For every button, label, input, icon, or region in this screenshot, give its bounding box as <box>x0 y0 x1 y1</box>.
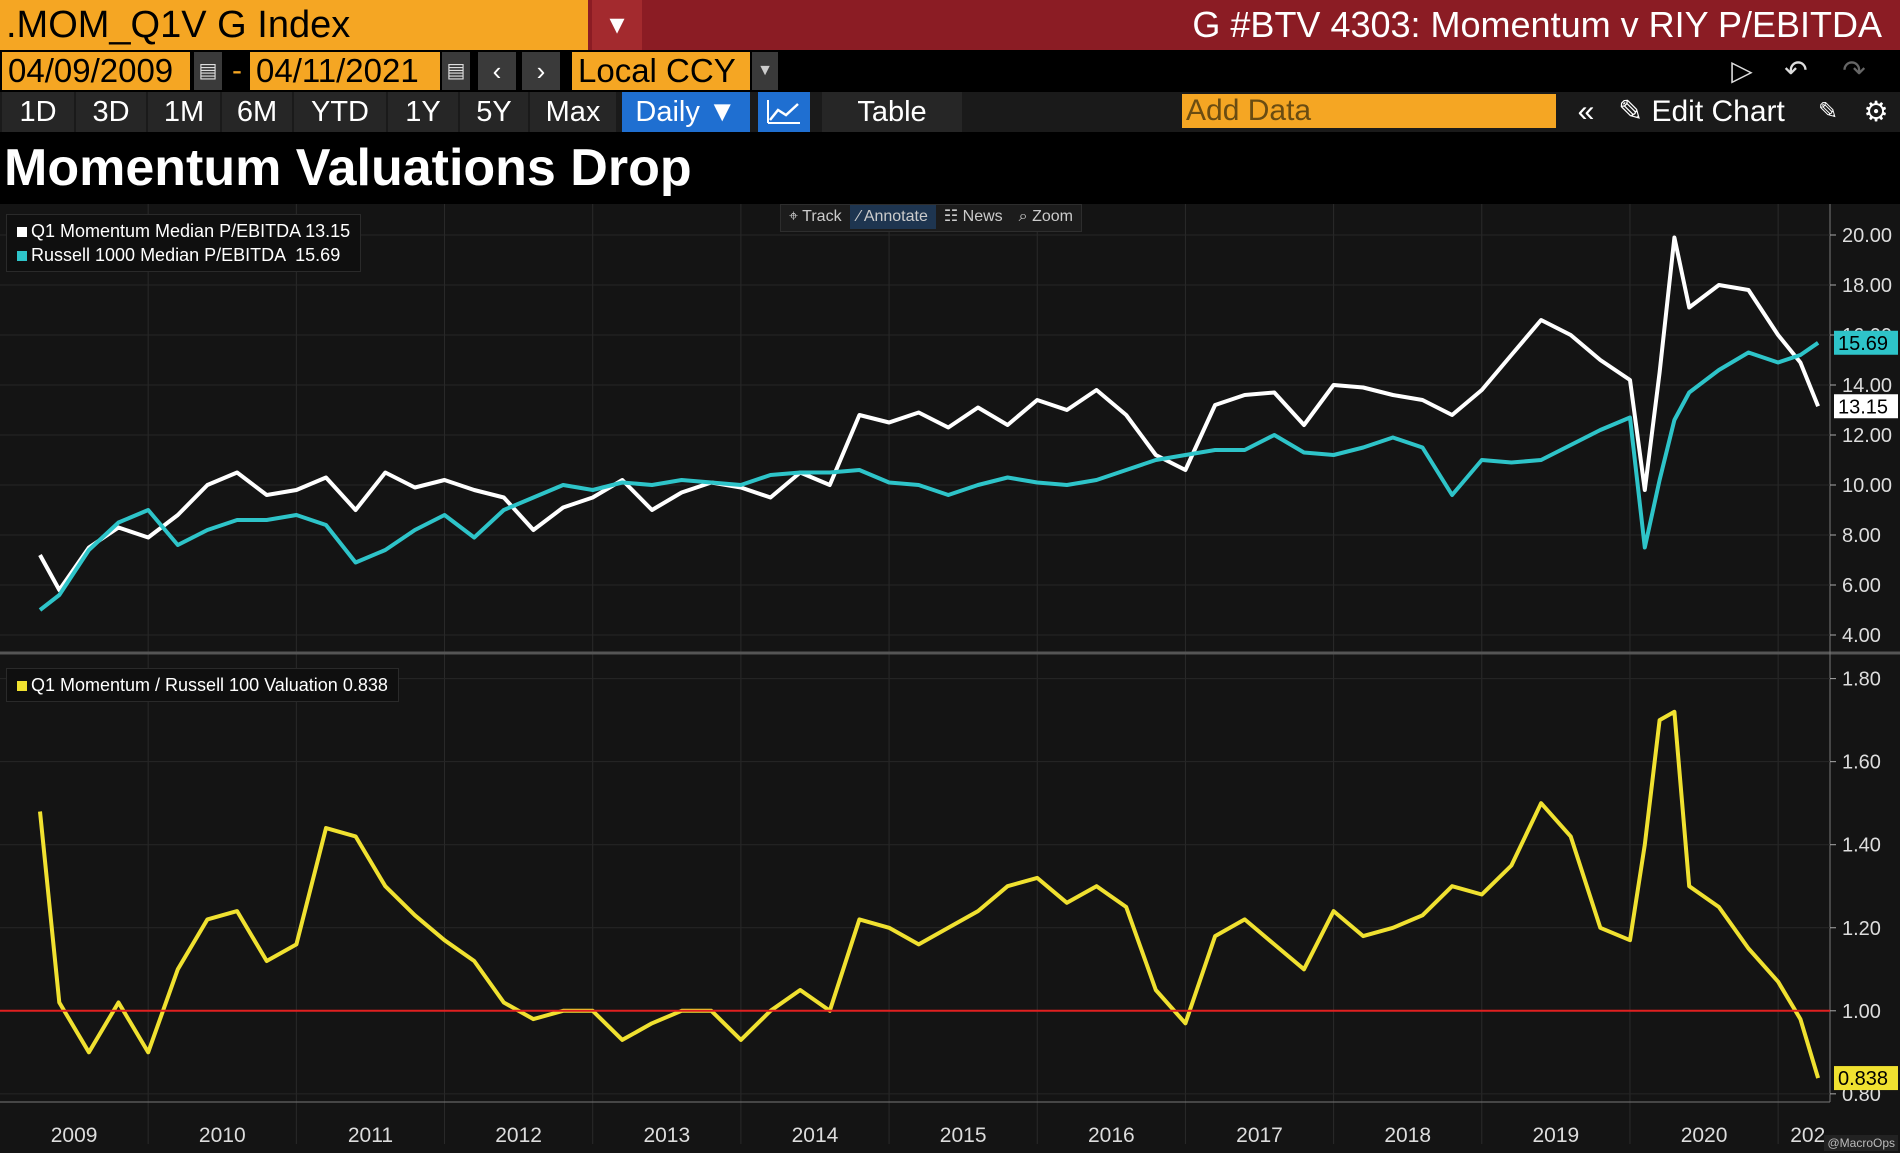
range-5y-button[interactable]: 5Y <box>460 92 528 132</box>
table-button[interactable]: Table <box>822 92 962 132</box>
add-data-input[interactable]: Add Data <box>1182 94 1556 128</box>
range-ytd-button[interactable]: YTD <box>294 92 386 132</box>
y-tick-label: 20.00 <box>1842 225 1892 247</box>
annotate-icon[interactable]: ✎ <box>1817 98 1839 125</box>
news-tool[interactable]: ☷ News <box>943 208 1003 225</box>
range-1y-button[interactable]: 1Y <box>388 92 458 132</box>
chevron-right-icon[interactable]: › <box>522 52 560 90</box>
frequency-select[interactable]: Daily ▼ <box>622 92 750 132</box>
y-tick-label: 1.40 <box>1842 835 1881 857</box>
legend-value: 0.838 <box>342 675 388 695</box>
x-tick-label: 2015 <box>940 1124 987 1147</box>
y-tick-label: 10.00 <box>1842 475 1892 497</box>
x-tick-label: 2012 <box>495 1124 542 1147</box>
upper-series-line-0 <box>38 235 1820 592</box>
y-tick-label: 1.60 <box>1842 752 1881 774</box>
chart-title: Momentum Valuations Drop <box>4 139 692 197</box>
last-value-label: 13.15 <box>1838 396 1888 418</box>
legend-value: 13.15 <box>305 221 351 241</box>
legend-label: Russell 1000 Median P/EBITDA <box>31 245 286 265</box>
x-tick-label: 2018 <box>1384 1124 1431 1147</box>
line-chart-glyph <box>767 100 800 124</box>
x-tick-label: 2020 <box>1681 1124 1728 1147</box>
range-max-button[interactable]: Max <box>530 92 616 132</box>
chevron-down-icon[interactable]: ▼ <box>752 52 778 90</box>
upper-series-line-1 <box>38 341 1820 612</box>
legend-entry-russell[interactable]: Russell 1000 Median P/EBITDA 15.69 <box>17 243 350 267</box>
x-tick-label: 202 <box>1790 1124 1825 1147</box>
legend-label: Q1 Momentum Median P/EBITDA <box>31 221 301 241</box>
chart-tools: ⌖ Track ∕ Annotate ☷ News ⌕ Zoom <box>780 204 1082 232</box>
x-tick-label: 2017 <box>1236 1124 1283 1147</box>
credit-watermark: @MacroOps <box>1824 1135 1898 1151</box>
legend-label: Q1 Momentum / Russell 100 Valuation <box>31 675 338 695</box>
x-tick-label: 2010 <box>199 1124 246 1147</box>
y-tick-label: 18.00 <box>1842 275 1892 297</box>
lower-legend: Q1 Momentum / Russell 100 Valuation 0.83… <box>6 668 399 702</box>
ticker-menu-button[interactable]: ▾ <box>592 0 642 50</box>
x-tick-label: 2019 <box>1533 1124 1580 1147</box>
last-value-label: 15.69 <box>1838 333 1888 355</box>
legend-value: 15.69 <box>295 245 341 265</box>
currency-select[interactable]: Local CCY <box>572 52 750 90</box>
upper-legend: Q1 Momentum Median P/EBITDA 13.15 Russel… <box>6 214 362 272</box>
undo-icon[interactable]: ↶ <box>1784 55 1808 86</box>
track-tool[interactable]: ⌖ Track <box>789 208 842 225</box>
zoom-tool[interactable]: ⌕ Zoom <box>1018 208 1073 225</box>
last-value-tag <box>1834 330 1898 355</box>
legend-entry-ratio[interactable]: Q1 Momentum / Russell 100 Valuation 0.83… <box>17 673 388 697</box>
x-tick-label: 2013 <box>643 1124 690 1147</box>
edit-chart-button[interactable]: ✎ Edit Chart <box>1618 95 1785 128</box>
last-value-label: 0.838 <box>1838 1068 1888 1090</box>
momentum-swatch <box>17 227 27 237</box>
collapse-icon[interactable]: « <box>1577 95 1595 128</box>
calendar-icon[interactable]: ▤ <box>194 52 222 90</box>
y-tick-label: 1.80 <box>1842 669 1881 691</box>
filter-menu-icon: ▾ <box>609 8 625 41</box>
chart-reference-title: G #BTV 4303: Momentum v RIY P/EBITDA <box>1192 4 1882 45</box>
annotate-tool[interactable]: ∕ Annotate <box>849 205 936 229</box>
y-tick-label: 12.00 <box>1842 425 1892 447</box>
last-value-tag <box>1834 394 1898 419</box>
date-separator: - <box>232 54 242 87</box>
x-tick-label: 2011 <box>348 1124 393 1147</box>
range-1d-button[interactable]: 1D <box>2 92 74 132</box>
redo-icon[interactable]: ↷ <box>1842 55 1866 86</box>
y-tick-label: 6.00 <box>1842 575 1881 597</box>
x-tick-label: 2016 <box>1088 1124 1135 1147</box>
play-icon[interactable]: ▷ <box>1731 55 1753 86</box>
lower-series-line-0 <box>38 709 1821 1079</box>
ticker-field[interactable]: .MOM_Q1V G Index <box>0 0 588 50</box>
range-3d-button[interactable]: 3D <box>76 92 146 132</box>
gear-icon[interactable]: ⚙ <box>1863 96 1889 127</box>
y-tick-label: 8.00 <box>1842 525 1881 547</box>
start-date-input[interactable]: 04/09/2009 <box>2 52 190 90</box>
calendar-icon[interactable]: ▤ <box>442 52 470 90</box>
x-tick-label: 2009 <box>51 1124 98 1147</box>
last-value-tag <box>1834 1066 1898 1091</box>
ratio-swatch <box>17 681 27 691</box>
y-tick-label: 4.00 <box>1842 625 1881 647</box>
range-1m-button[interactable]: 1M <box>148 92 220 132</box>
chart-canvas[interactable]: 4.006.008.0010.0012.0014.0016.0018.0020.… <box>0 204 1900 1153</box>
russell-swatch <box>17 251 27 261</box>
x-tick-label: 2014 <box>792 1124 839 1147</box>
range-6m-button[interactable]: 6M <box>222 92 292 132</box>
chevron-left-icon[interactable]: ‹ <box>478 52 516 90</box>
y-tick-label: 1.20 <box>1842 918 1881 940</box>
end-date-input[interactable]: 04/11/2021 <box>250 52 440 90</box>
y-tick-label: 14.00 <box>1842 375 1892 397</box>
legend-entry-momentum[interactable]: Q1 Momentum Median P/EBITDA 13.15 <box>17 219 350 243</box>
line-chart-icon[interactable] <box>758 92 810 132</box>
y-tick-label: 1.00 <box>1842 1001 1881 1023</box>
